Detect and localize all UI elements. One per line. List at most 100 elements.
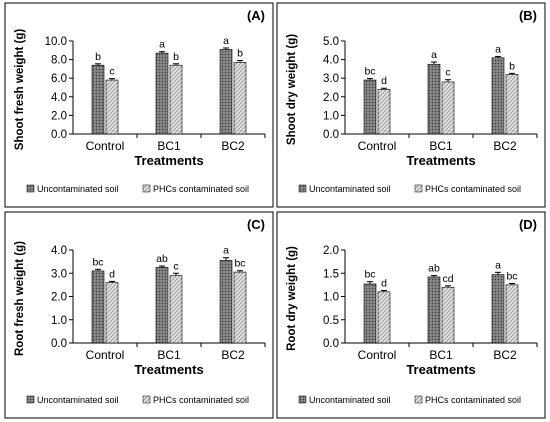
- x-tick-label: Control: [86, 139, 125, 153]
- bar-contaminated: [105, 282, 119, 344]
- x-axis-title: Treatments: [134, 153, 203, 168]
- y-axis-label: Shoot dry weight (g): [286, 34, 298, 145]
- chart-panel: (A) 0.0 2.0 4.0 6.0 8.0 10.0 Shoot fresh weight…: [4, 2, 274, 208]
- bar-contaminated: [105, 79, 119, 135]
- y-tick-label: 0.0: [323, 338, 339, 350]
- bar-uncontaminated: [427, 276, 441, 344]
- bar-uncontaminated: [91, 64, 105, 135]
- y-tick-label: 4.0: [323, 55, 339, 67]
- bar-contaminated: [505, 74, 519, 135]
- significance-letter: b: [237, 48, 243, 60]
- significance-letter: ab: [428, 263, 440, 275]
- significance-letter: bc: [92, 256, 103, 268]
- significance-letter: b: [509, 60, 515, 72]
- bar-contaminated: [233, 62, 247, 135]
- significance-letter: a: [159, 39, 165, 51]
- y-axis-label: Root dry weight (g): [286, 246, 298, 351]
- y-tick-label: 5.0: [323, 36, 339, 48]
- y-axis-label: Shoot fresh weight (g): [14, 29, 26, 151]
- legend-label-contaminated: PHCs contaminated soil: [425, 395, 521, 405]
- significance-letter: bc: [364, 269, 375, 281]
- significance-letter: cd: [442, 273, 453, 285]
- bar-contaminated: [505, 284, 519, 344]
- significance-letter: a: [223, 245, 229, 257]
- bar-uncontaminated: [491, 57, 505, 135]
- x-tick-label: BC1: [157, 139, 181, 153]
- x-tick-label: BC1: [157, 348, 181, 362]
- significance-letter: c: [109, 66, 114, 78]
- legend-label-uncontaminated: Uncontaminated soil: [309, 395, 391, 405]
- y-tick-label: 0.0: [51, 338, 67, 350]
- bar-contaminated: [441, 286, 455, 344]
- legend-label-contaminated: PHCs contaminated soil: [153, 395, 249, 405]
- significance-letter: ab: [156, 253, 168, 265]
- bar-contaminated: [441, 81, 455, 135]
- bar-uncontaminated: [363, 79, 377, 135]
- panel-label: (B): [519, 8, 537, 23]
- panel-border: [276, 211, 546, 419]
- legend-swatch-uncontaminated: [26, 184, 35, 193]
- legend-swatch-uncontaminated: [26, 395, 35, 404]
- significance-letter: a: [431, 49, 437, 61]
- significance-letter: d: [381, 277, 387, 289]
- bar-uncontaminated: [491, 274, 505, 344]
- bar-uncontaminated: [427, 63, 441, 135]
- significance-letter: b: [173, 51, 179, 63]
- y-tick-label: 10.0: [45, 36, 67, 48]
- x-tick-label: BC2: [221, 139, 245, 153]
- significance-letter: bc: [364, 66, 375, 78]
- legend-swatch-contaminated: [414, 184, 423, 193]
- y-tick-label: 2.0: [51, 292, 67, 304]
- x-tick-label: Control: [358, 139, 397, 153]
- bar-uncontaminated: [91, 270, 105, 344]
- y-tick-label: 2.0: [323, 92, 339, 104]
- chart-panel: (C) 0.0 1.0 2.0 3.0 4.0 Root fresh weight (g) C…: [4, 211, 274, 419]
- bar-contaminated: [233, 271, 247, 344]
- x-tick-label: Control: [358, 348, 397, 362]
- bar-contaminated: [377, 89, 391, 135]
- bar-contaminated: [169, 275, 183, 344]
- y-tick-label: 4.0: [51, 92, 67, 104]
- y-tick-label: 2.0: [51, 110, 67, 122]
- y-tick-label: 3.0: [51, 268, 67, 280]
- x-axis-title: Treatments: [406, 153, 475, 168]
- significance-letter: d: [381, 75, 387, 87]
- legend-label-contaminated: PHCs contaminated soil: [425, 184, 521, 194]
- significance-letter: a: [495, 43, 501, 55]
- legend-label-uncontaminated: Uncontaminated soil: [37, 184, 119, 194]
- chart-panel: (B) 0.0 1.0 2.0 3.0 4.0 5.0 Shoot dry weight (g…: [276, 2, 546, 208]
- significance-letter: b: [95, 51, 101, 63]
- panel-border: [4, 211, 274, 419]
- y-tick-label: 1.0: [323, 292, 339, 304]
- panel-label: (C): [247, 217, 265, 232]
- panel-border: [276, 2, 546, 208]
- bar-contaminated: [377, 291, 391, 344]
- x-tick-label: BC2: [493, 139, 517, 153]
- y-tick-label: 4.0: [51, 245, 67, 257]
- y-tick-label: 1.5: [323, 268, 339, 280]
- panel-label: (D): [519, 217, 537, 232]
- y-tick-label: 6.0: [51, 73, 67, 85]
- panel-border: [4, 2, 274, 208]
- x-tick-label: BC2: [493, 348, 517, 362]
- y-tick-label: 0.0: [323, 129, 339, 141]
- x-tick-label: BC2: [221, 348, 245, 362]
- y-tick-label: 0.0: [51, 129, 67, 141]
- x-tick-label: Control: [86, 348, 125, 362]
- significance-letter: bc: [506, 270, 517, 282]
- legend-label-uncontaminated: Uncontaminated soil: [37, 395, 119, 405]
- y-axis-label: Root fresh weight (g): [14, 241, 26, 356]
- significance-letter: bc: [234, 258, 245, 270]
- bar-uncontaminated: [363, 283, 377, 344]
- y-tick-label: 1.0: [323, 110, 339, 122]
- legend-label-contaminated: PHCs contaminated soil: [153, 184, 249, 194]
- chart-panel: (D) 0.0 0.5 1.0 1.5 2.0 Root dry weight (g) Con…: [276, 211, 546, 419]
- y-tick-label: 1.0: [51, 315, 67, 327]
- x-tick-label: BC1: [429, 348, 453, 362]
- significance-letter: a: [495, 259, 501, 271]
- legend-swatch-uncontaminated: [298, 395, 307, 404]
- significance-letter: c: [173, 260, 178, 272]
- bar-uncontaminated: [219, 260, 233, 344]
- y-tick-label: 2.0: [323, 245, 339, 257]
